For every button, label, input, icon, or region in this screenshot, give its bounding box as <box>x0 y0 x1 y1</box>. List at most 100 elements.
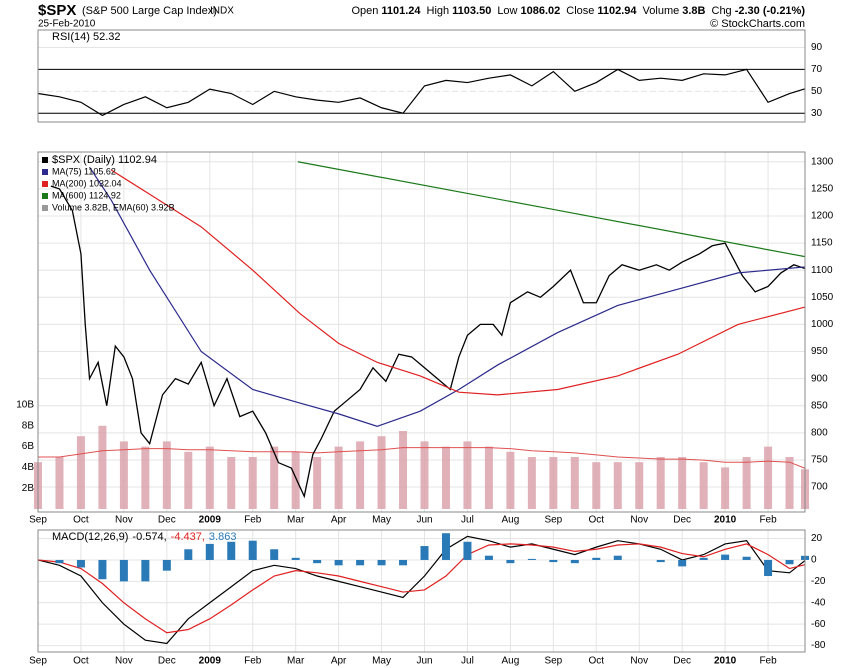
series-line <box>37 543 806 634</box>
volume-bar <box>377 436 386 509</box>
y2-tick-label: 6B <box>22 441 35 452</box>
volume-bar <box>592 462 601 509</box>
volume-bar <box>549 457 558 509</box>
volume-bar <box>98 425 107 509</box>
histogram-bar <box>55 559 64 564</box>
y-tick-label: 1300 <box>811 156 834 167</box>
x-tick-label: Feb <box>244 656 262 667</box>
x-tick-label: Jun <box>416 656 432 667</box>
volume-bar <box>205 446 214 509</box>
quote-value: 3.8B <box>682 5 705 17</box>
legend-label: MACD(12,26,9) <box>52 531 128 543</box>
y2-tick-label: 2B <box>22 483 35 494</box>
y-tick-label: -80 <box>811 640 826 651</box>
x-tick-label: 2009 <box>199 656 222 667</box>
quote-value: 1101.24 <box>381 5 421 17</box>
y2-tick-label: 10B <box>16 400 34 411</box>
histogram-bar <box>334 559 343 566</box>
quote-value: -2.30 (-0.21%) <box>735 5 806 17</box>
histogram-bar <box>441 533 450 560</box>
y2-tick-label: 8B <box>22 420 35 431</box>
quote-label: Open <box>351 5 378 17</box>
histogram-bar <box>742 556 751 560</box>
y-tick-label: 1250 <box>811 184 834 195</box>
histogram-bar <box>721 554 730 560</box>
legend-entry: -0.574, <box>132 531 166 543</box>
legend-swatch <box>42 157 48 163</box>
quote-value: 1102.94 <box>597 5 637 17</box>
x-tick-label: Nov <box>630 515 648 526</box>
histogram-bar <box>420 546 429 560</box>
histogram-bar <box>592 557 601 560</box>
histogram-bar <box>313 559 322 564</box>
histogram-bar <box>162 559 171 571</box>
y-tick-label: 1150 <box>811 238 833 249</box>
x-tick-label: Sep <box>544 515 562 526</box>
legend-entry: MA(600) 1124.92 <box>52 190 121 200</box>
volume-bar <box>399 431 408 509</box>
legend-swatch <box>42 205 48 211</box>
x-tick-label: Sep <box>29 656 47 667</box>
series-line <box>110 169 806 396</box>
y-tick-label: 750 <box>811 455 828 466</box>
quote: Open 1101.24 High 1103.50 Low 1086.02 Close 110… <box>351 5 805 17</box>
quote-label: Low <box>497 5 517 17</box>
y-tick-label: 30 <box>811 108 823 119</box>
panel-frame <box>37 529 806 653</box>
histogram-bar <box>119 559 128 582</box>
legend-label: RSI(14) 52.32 <box>52 31 120 43</box>
volume-bar <box>291 451 300 509</box>
histogram-bar <box>76 559 85 568</box>
volume-bar <box>570 457 579 509</box>
histogram-bar <box>678 559 687 567</box>
histogram-bar <box>291 557 300 560</box>
panel-frame <box>37 29 806 123</box>
y-tick-label: 20 <box>811 533 823 544</box>
histogram-bar <box>98 559 107 580</box>
volume-bar <box>635 462 644 509</box>
y2-tick-label: 4B <box>22 462 35 473</box>
volume-bar <box>184 451 193 509</box>
y-tick-label: 1200 <box>811 211 834 222</box>
x-tick-label: Nov <box>115 515 133 526</box>
histogram-bar <box>549 559 558 563</box>
y-tick-label: 90 <box>811 42 823 53</box>
histogram-bar <box>270 549 279 560</box>
x-tick-label: 2010 <box>714 656 737 667</box>
x-tick-label: Dec <box>673 656 691 667</box>
x-tick-label: Dec <box>158 515 176 526</box>
histogram-bar <box>184 549 193 560</box>
y-tick-label: 70 <box>811 64 823 75</box>
legend-entry: -4.437, <box>171 531 205 543</box>
histogram-bar <box>656 559 665 563</box>
series-line <box>297 161 806 258</box>
x-tick-label: Sep <box>29 515 47 526</box>
x-tick-label: Dec <box>158 656 176 667</box>
x-tick-label: Feb <box>759 515 777 526</box>
x-tick-label: Aug <box>501 515 519 526</box>
series-line <box>89 166 806 427</box>
x-tick-label: Nov <box>115 656 133 667</box>
y-tick-label: 1050 <box>811 292 834 303</box>
histogram-bar <box>570 559 579 564</box>
histogram-bar <box>463 541 472 560</box>
y-tick-label: 700 <box>811 482 828 493</box>
legend-entry: MA(200) 1032.04 <box>52 178 122 188</box>
histogram-bar <box>399 559 408 566</box>
volume-ema <box>38 447 806 469</box>
volume-bar <box>742 457 751 509</box>
volume-bar <box>506 451 515 509</box>
volume-bar <box>527 457 536 509</box>
panel-frame <box>37 151 806 513</box>
x-tick-label: Sep <box>544 656 562 667</box>
y-tick-label: 1000 <box>811 319 834 330</box>
volume-bar <box>764 446 773 509</box>
y-tick-label: -40 <box>811 597 826 608</box>
quote-label: Close <box>566 5 594 17</box>
volume-bar <box>313 457 322 509</box>
date: 25-Feb-2010 <box>38 19 96 30</box>
copyright: © StockCharts.com <box>710 18 805 30</box>
series-line <box>37 68 806 117</box>
x-tick-label: 2010 <box>714 515 737 526</box>
